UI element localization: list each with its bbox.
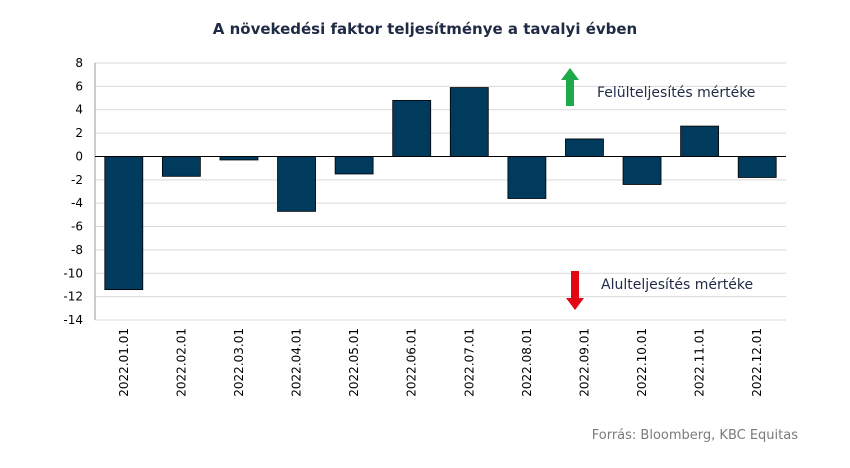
x-tick-label: 2022.04.01 — [290, 328, 304, 397]
x-tick-label: 2022.08.01 — [520, 328, 534, 397]
bar — [622, 156, 662, 185]
bar — [104, 156, 144, 291]
y-tick-label: -6 — [71, 220, 83, 234]
y-tick-label: 8 — [75, 56, 83, 70]
x-tick-label: 2022.07.01 — [462, 328, 476, 397]
y-tick-label: -10 — [63, 266, 83, 280]
y-tick-label: -2 — [71, 173, 83, 187]
source-note: Forrás: Bloomberg, KBC Equitas — [591, 428, 798, 443]
bar — [680, 125, 720, 157]
x-tick-label: 2022.09.01 — [577, 328, 591, 397]
x-tick-label: 2022.01.01 — [117, 328, 131, 397]
x-tick-labels: 2022.01.01 2022.02.01 2022.03.01 2022.04.01… — [117, 328, 764, 397]
up-arrow-icon — [561, 68, 579, 106]
bar — [277, 156, 316, 212]
y-tick-label: -14 — [63, 313, 83, 327]
bar — [392, 99, 432, 157]
x-tick-label: 2022.10.01 — [635, 328, 649, 397]
bar — [449, 87, 489, 157]
x-tick-label: 2022.03.01 — [232, 328, 246, 397]
gridlines — [95, 62, 786, 321]
x-tick-label: 2022.06.01 — [405, 328, 419, 397]
bar — [161, 156, 201, 177]
y-tick-label: 4 — [75, 103, 83, 117]
bar — [737, 156, 777, 178]
y-tick-label: 2 — [75, 126, 83, 140]
bar — [219, 156, 259, 161]
x-tick-label: 2022.05.01 — [347, 328, 361, 397]
y-tick-label: -12 — [63, 290, 83, 304]
underperformance-label: Alulteljesítés mértéke — [601, 277, 753, 293]
x-tick-label: 2022.11.01 — [693, 328, 707, 397]
bar — [334, 156, 374, 175]
y-tick-label: -4 — [71, 196, 83, 210]
bar — [507, 156, 547, 199]
chart-title: A növekedési faktor teljesítménye a tava… — [212, 20, 638, 38]
bar — [565, 138, 604, 157]
y-tick-labels: 8 6 4 2 0 -2 -4 -6 -8 -10 -12 -14 — [63, 56, 83, 327]
y-tick-label: 6 — [75, 79, 83, 93]
x-tick-label: 2022.02.01 — [174, 328, 188, 397]
bars — [104, 87, 777, 291]
y-tick-label: -8 — [71, 243, 83, 257]
overperformance-label: Felülteljesítés mértéke — [597, 85, 755, 101]
down-arrow-icon — [566, 271, 584, 310]
x-tick-label: 2022.12.01 — [750, 328, 764, 397]
y-tick-label: 0 — [75, 149, 83, 163]
